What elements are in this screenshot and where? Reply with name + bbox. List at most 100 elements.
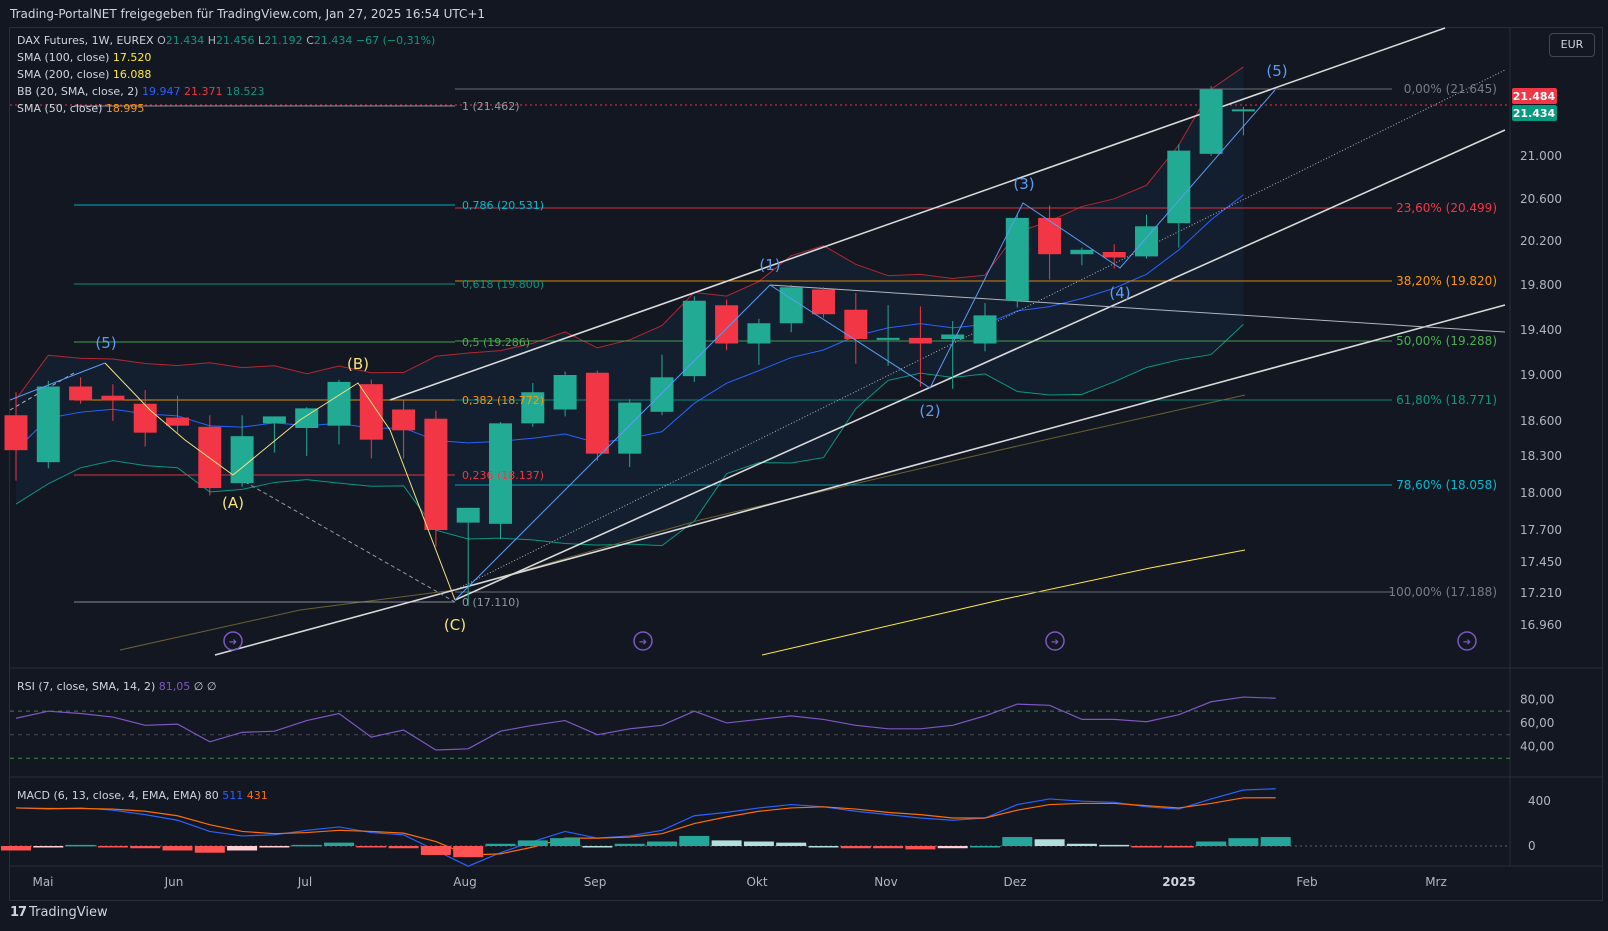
macd-histogram-bar: [130, 846, 161, 849]
legend-bb-lower: 18.523: [225, 85, 265, 98]
legend-bb-name: BB (20, SMA, close, 2): [17, 85, 139, 98]
macd-histogram-bar: [324, 842, 354, 846]
macd-histogram-bar: [873, 846, 904, 849]
candle-body: [489, 423, 512, 524]
legend-sma50-name: SMA (50, close): [17, 102, 103, 115]
candle-body: [4, 415, 28, 451]
macd-histogram-bar: [388, 846, 419, 849]
rsi-axis-label: 40,00: [1520, 739, 1554, 753]
macd-histogram-bar: [453, 846, 484, 858]
event-marker-arrow: ➜: [1051, 637, 1059, 648]
time-axis-label: 2025: [1162, 875, 1195, 889]
candle-body: [166, 417, 189, 426]
candle-body: [941, 334, 965, 339]
time-axis-label: Jun: [164, 875, 184, 889]
legend-bb[interactable]: BB (20, SMA, close, 2) 19.947 21.371 18.…: [17, 85, 264, 99]
legend-sma200-value: 16.088: [112, 68, 152, 81]
candle-body: [262, 416, 286, 424]
wave-abc-path: [104, 362, 456, 601]
time-axis-label: Feb: [1296, 875, 1317, 889]
macd-histogram-bar: [840, 846, 871, 849]
legend-sma200-name: SMA (200, close): [17, 68, 110, 81]
macd-histogram-bar: [1, 846, 31, 851]
candle-body: [392, 409, 416, 431]
candle-body: [1070, 249, 1094, 255]
fib-label-right: 38,20% (19.820): [1396, 274, 1497, 288]
fib-label-left: 0,786 (20.531): [462, 199, 544, 212]
legend-sma200[interactable]: SMA (200, close) 16.088: [17, 68, 151, 82]
tradingview-mark: 17: [10, 905, 27, 920]
candle-body: [553, 375, 577, 410]
price-axis-label: 19.800: [1520, 278, 1562, 292]
elliott-wave-label: (2): [919, 402, 940, 420]
macd-axis-label: 0: [1528, 839, 1536, 853]
time-axis-label: Jul: [297, 875, 312, 889]
macd-histogram-bar: [33, 846, 64, 848]
rsi-axis-label: 60,00: [1520, 716, 1554, 730]
macd-histogram-bar: [1034, 839, 1065, 846]
candle-body: [327, 381, 351, 426]
tradingview-logo[interactable]: 17 TradingView: [10, 905, 108, 920]
macd-histogram-bar: [356, 846, 387, 848]
price-tag-label: 21.484: [1513, 90, 1556, 103]
macd-histogram-bar: [1228, 838, 1259, 846]
fib-label-right: 50,00% (19.288): [1396, 334, 1497, 348]
rsi-axis-label: 80,00: [1520, 692, 1554, 706]
candle-body: [198, 426, 222, 489]
time-axis-label: Mrz: [1425, 875, 1447, 889]
trendline-grey: [769, 284, 1506, 333]
macd-histogram-bar: [97, 846, 128, 848]
macd-histogram-bar: [194, 846, 225, 853]
candle-body: [876, 337, 900, 340]
fib-label-left: 0,236 (18.137): [462, 469, 544, 482]
legend-rsi-name: RSI (7, close, SMA, 14, 2): [17, 680, 156, 693]
legend-sma100-value: 17.520: [112, 51, 152, 64]
candle-body: [424, 418, 448, 530]
legend-close-key: C: [306, 34, 314, 47]
legend-macd[interactable]: MACD (6, 13, close, 4, EMA, EMA) 80 511 …: [17, 789, 268, 803]
legend-main: DAX Futures, 1W, EUREX O21.434 H21.456 L…: [17, 34, 435, 48]
candle-body: [908, 337, 932, 344]
elliott-wave-label: (4): [1109, 284, 1130, 302]
dashed-trend-abc: [232, 474, 456, 603]
legend-high: 21.456: [216, 34, 255, 47]
event-marker-icon: [223, 631, 243, 651]
legend-macd-hist: 80: [204, 789, 219, 802]
legend-sma100-name: SMA (100, close): [17, 51, 110, 64]
time-axis-label: Aug: [453, 875, 476, 889]
macd-histogram-bar: [647, 841, 677, 846]
candle-body: [456, 507, 480, 523]
macd-histogram-bar: [1099, 844, 1130, 847]
candle-body: [1231, 109, 1255, 112]
legend-rsi[interactable]: RSI (7, close, SMA, 14, 2) 81,05 ∅ ∅: [17, 680, 216, 694]
elliott-wave-label: (A): [222, 494, 244, 512]
fib-label-left: 1 (21.462): [462, 100, 520, 113]
fib-label-left: 0,618 (19.800): [462, 278, 544, 291]
fib-label-right: 78,60% (18.058): [1396, 478, 1497, 492]
elliott-wave-label: (C): [444, 616, 466, 634]
candle-body: [1199, 89, 1223, 154]
legend-low: 21.192: [264, 34, 303, 47]
wave-5-prev-path: [9, 362, 106, 401]
legend-sma50[interactable]: SMA (50, close) 18.995: [17, 102, 144, 116]
currency-button[interactable]: EUR: [1549, 33, 1595, 57]
event-marker-arrow: ➜: [229, 637, 237, 648]
elliott-wave-label: (3): [1013, 175, 1034, 193]
time-axis-label: Dez: [1004, 875, 1027, 889]
legend-sma100[interactable]: SMA (100, close) 17.520: [17, 51, 151, 65]
macd-histogram-bar: [970, 846, 1000, 848]
candle-body: [1167, 150, 1191, 224]
macd-axis-label: 400: [1528, 794, 1551, 808]
candle-body: [359, 384, 383, 440]
candle-body: [585, 372, 609, 454]
tradingview-wordmark: TradingView: [29, 905, 108, 920]
candle-body: [230, 436, 254, 484]
fib-label-right: 0,00% (21.645): [1404, 82, 1497, 96]
price-axis-label: 19.400: [1520, 323, 1562, 337]
candle-body: [101, 395, 125, 401]
legend-macd-signal: 431: [246, 789, 268, 802]
legend-change: −67 (−0,31%): [355, 34, 436, 47]
legend-macd-name: MACD (6, 13, close, 4, EMA, EMA): [17, 789, 202, 802]
candle-body: [1038, 217, 1062, 255]
